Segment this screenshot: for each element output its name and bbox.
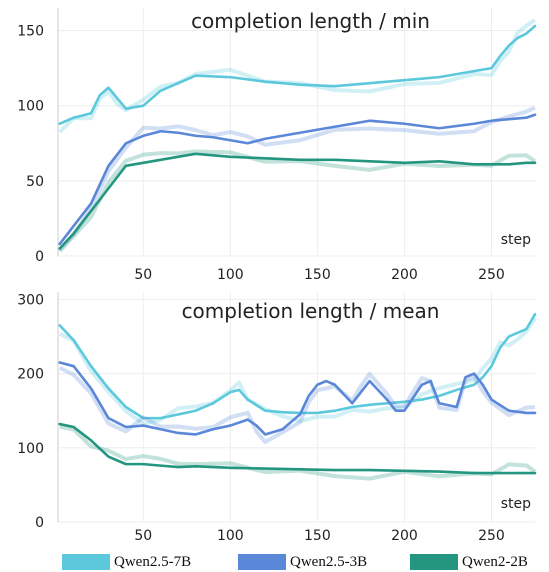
grid	[57, 292, 535, 523]
x-tick-label: 100	[217, 528, 244, 544]
series-line-qwen2-5-3b	[58, 113, 537, 246]
chart-title: completion length / min	[191, 9, 430, 33]
panel-completion-length-mean: 50 100 150 200 250 0 100 200 300 completion lengt…	[17, 292, 537, 544]
series-noise-band	[58, 18, 537, 134]
y-tick-label: 0	[35, 249, 44, 265]
x-tick-label: 50	[134, 267, 152, 283]
panel-completion-length-min: 50 100 150 200 250 0 50 100 150 completion length…	[17, 8, 537, 283]
x-tick-label: 250	[478, 267, 505, 283]
x-tick-label: 150	[304, 267, 331, 283]
x-tick-label: 200	[391, 267, 418, 283]
x-axis-label: step	[501, 496, 531, 512]
legend-label: Qwen2.5-7B	[114, 553, 192, 570]
grid	[57, 8, 535, 257]
legend-item-qwen2-2b[interactable]: Qwen2-2B	[410, 553, 528, 571]
x-tick-label: 100	[217, 267, 244, 283]
legend-label: Qwen2-2B	[462, 553, 528, 570]
legend-swatch	[62, 554, 110, 570]
legend: Qwen2.5-7B Qwen2.5-3B Qwen2-2B	[0, 550, 549, 572]
y-tick-label: 100	[17, 441, 44, 457]
legend-item-qwen2-5-3b[interactable]: Qwen2.5-3B	[238, 553, 367, 571]
series-line-qwen2-2b	[58, 152, 537, 250]
legend-swatch	[238, 554, 286, 570]
x-axis-label: step	[501, 232, 531, 248]
chart-canvas: 50 100 150 200 250 0 50 100 150 completion length…	[17, 8, 537, 544]
x-tick-label: 50	[134, 528, 152, 544]
y-tick-label: 0	[35, 515, 44, 531]
chart-title: completion length / mean	[182, 299, 440, 323]
legend-label: Qwen2.5-3B	[290, 553, 368, 570]
y-tick-label: 150	[17, 24, 44, 40]
series-line-qwen2-5-7b	[58, 24, 537, 126]
x-tick-label: 150	[304, 528, 331, 544]
y-tick-label: 100	[17, 99, 44, 115]
legend-item-qwen2-5-7b[interactable]: Qwen2.5-7B	[62, 553, 191, 571]
series-noise-band	[58, 149, 537, 253]
y-tick-label: 300	[17, 292, 44, 308]
series-noise-band	[58, 105, 536, 251]
series-line-qwen2-5-7b	[58, 312, 537, 420]
series-noise-band	[58, 316, 537, 426]
series-line-qwen2-2b	[58, 422, 537, 475]
x-tick-label: 250	[478, 528, 505, 544]
x-tick-label: 200	[391, 528, 418, 544]
series-noise-band	[59, 424, 537, 481]
series-line-qwen2-5-3b	[58, 361, 537, 436]
legend-swatch	[410, 554, 458, 570]
y-tick-label: 200	[17, 367, 44, 383]
y-tick-label: 50	[26, 174, 44, 190]
